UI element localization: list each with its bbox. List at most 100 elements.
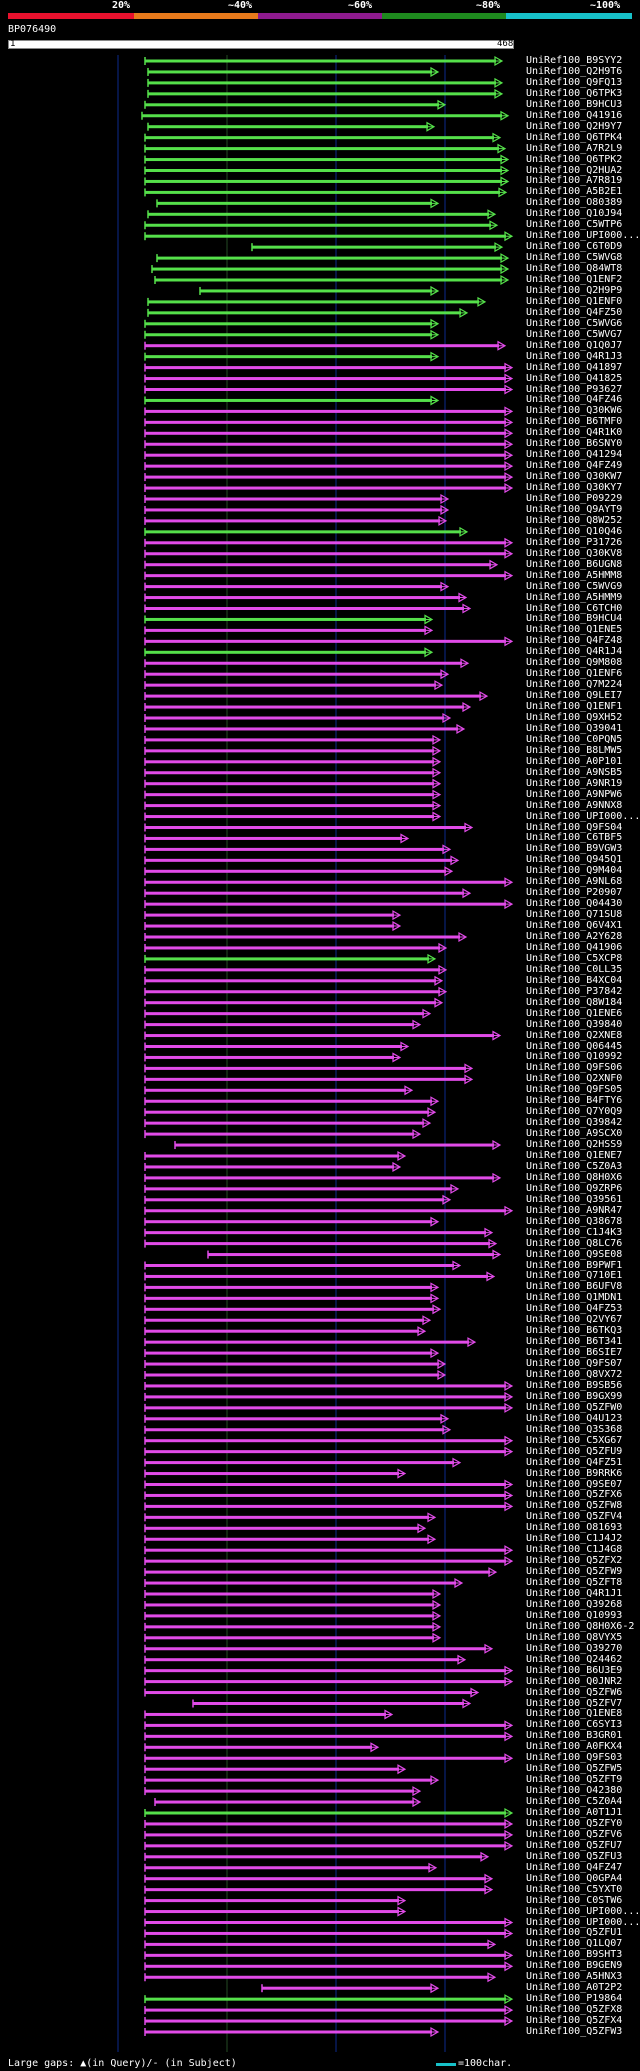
hit-label[interactable]: UniRef100_Q30KW7: [526, 471, 623, 483]
hit-row[interactable]: [144, 1742, 380, 1753]
hit-row[interactable]: [144, 1271, 496, 1282]
hit-row[interactable]: [144, 658, 470, 669]
hit-label[interactable]: UniRef100_Q8VYX5: [526, 1631, 623, 1643]
hit-label[interactable]: UniRef100_B6TMF0: [526, 416, 623, 428]
hit-row[interactable]: [144, 723, 466, 734]
hit-label[interactable]: UniRef100_Q10993: [526, 1609, 623, 1621]
hit-label[interactable]: UniRef100_Q1ENE5: [526, 624, 623, 636]
hit-row[interactable]: [144, 1041, 410, 1052]
hit-label[interactable]: UniRef100_A9NPW6: [526, 788, 623, 800]
hit-row[interactable]: [144, 1402, 514, 1413]
hit-label[interactable]: UniRef100_Q9FS04: [526, 821, 623, 833]
hit-label[interactable]: UniRef100_Q2H9P9: [526, 284, 623, 296]
hit-row[interactable]: [144, 1501, 514, 1512]
hit-row[interactable]: [144, 734, 442, 745]
hit-label[interactable]: UniRef100_Q5ZFU7: [526, 1839, 623, 1851]
hit-row[interactable]: [144, 493, 450, 505]
hit-label[interactable]: UniRef100_Q9FS05: [526, 1084, 623, 1096]
hit-label[interactable]: UniRef100_Q39561: [526, 1193, 623, 1205]
hit-row[interactable]: [144, 636, 514, 647]
hit-label[interactable]: UniRef100_Q1ENE8: [526, 1708, 623, 1720]
hit-label[interactable]: UniRef100_Q71SU8: [526, 909, 623, 921]
hit-row[interactable]: [144, 1873, 494, 1884]
hit-label[interactable]: UniRef100_Q5ZFY0: [526, 1817, 623, 1829]
hit-row[interactable]: [144, 625, 434, 636]
hit-label[interactable]: UniRef100_Q4R1K0: [526, 427, 623, 439]
hit-label[interactable]: UniRef100_Q5ZFT8: [526, 1577, 623, 1589]
hit-label[interactable]: UniRef100_Q41906: [526, 941, 623, 953]
hit-label[interactable]: UniRef100_B6SIE7: [526, 1347, 623, 1359]
hit-row[interactable]: [144, 1621, 442, 1632]
hit-row[interactable]: [144, 406, 514, 417]
hit-row[interactable]: [144, 1194, 452, 1205]
hit-row[interactable]: [144, 1216, 440, 1227]
hit-row[interactable]: [144, 515, 448, 526]
hit-label[interactable]: UniRef100_Q2VY67: [526, 1314, 623, 1326]
hit-label[interactable]: UniRef100_Q5ZFW6: [526, 1686, 623, 1698]
hit-row[interactable]: [144, 592, 468, 603]
hit-label[interactable]: UniRef100_A9SCX0: [526, 1128, 623, 1140]
hit-label[interactable]: UniRef100_Q5ZFX8: [526, 2004, 623, 2016]
hit-row[interactable]: [144, 1085, 414, 1096]
hit-label[interactable]: UniRef100_Q1ENF0: [526, 295, 623, 307]
hit-row[interactable]: [144, 997, 444, 1008]
hit-row[interactable]: [144, 1534, 437, 1545]
hit-label[interactable]: UniRef100_Q39041: [526, 722, 623, 734]
hit-label[interactable]: UniRef100_Q10992: [526, 1051, 623, 1063]
hit-label[interactable]: UniRef100_C5YXT0: [526, 1883, 623, 1895]
hit-row[interactable]: [144, 833, 410, 844]
hit-row[interactable]: [144, 99, 447, 110]
hit-label[interactable]: UniRef100_P31726: [526, 536, 623, 548]
hit-label[interactable]: UniRef100_B3GR01: [526, 1730, 623, 1742]
hit-row[interactable]: [144, 1632, 442, 1643]
hit-row[interactable]: [144, 1731, 514, 1742]
hit-label[interactable]: UniRef100_C0LL35: [526, 963, 623, 975]
hit-label[interactable]: UniRef100_O80389: [526, 197, 623, 209]
hit-label[interactable]: UniRef100_Q2HUA2: [526, 164, 623, 176]
hit-row[interactable]: [144, 1063, 474, 1074]
hit-label[interactable]: UniRef100_Q2XNF0: [526, 1073, 623, 1085]
hit-label[interactable]: UniRef100_Q1ENE6: [526, 1007, 623, 1019]
hit-row[interactable]: [144, 789, 442, 800]
hit-row[interactable]: [144, 1074, 474, 1085]
hit-label[interactable]: UniRef100_Q1ENF2: [526, 274, 623, 285]
hit-label[interactable]: UniRef100_B9PWF1: [526, 1259, 623, 1271]
hit-label[interactable]: UniRef100_Q5ZFU9: [526, 1445, 623, 1457]
hit-label[interactable]: UniRef100_Q1LQ07: [526, 1938, 623, 1950]
hit-row[interactable]: [144, 395, 440, 406]
hit-label[interactable]: UniRef100_Q06445: [526, 1040, 623, 1052]
hit-label[interactable]: UniRef100_Q39270: [526, 1642, 623, 1654]
hit-row[interactable]: [144, 1994, 514, 2005]
hit-row[interactable]: [144, 669, 450, 680]
hit-label[interactable]: UniRef100_Q38678: [526, 1215, 623, 1227]
hit-row[interactable]: [144, 231, 514, 242]
hit-label[interactable]: UniRef100_Q4R1J1: [526, 1588, 623, 1599]
hit-row[interactable]: [144, 1829, 514, 1840]
hit-label[interactable]: UniRef100_A5HNX3: [526, 1971, 623, 1983]
hit-row[interactable]: [144, 1709, 394, 1720]
hit-row[interactable]: [144, 55, 504, 67]
hit-row[interactable]: [144, 1906, 407, 1917]
hit-row[interactable]: [144, 647, 434, 658]
hit-label[interactable]: UniRef100_Q30KY7: [526, 482, 623, 494]
hit-label[interactable]: UniRef100_C1J4J2: [526, 1533, 623, 1545]
hit-label[interactable]: UniRef100_Q84WT8: [526, 263, 623, 275]
hit-label[interactable]: UniRef100_C5Z0A4: [526, 1796, 623, 1808]
hit-label[interactable]: UniRef100_P09229: [526, 493, 623, 504]
hit-label[interactable]: UniRef100_Q30KW6: [526, 405, 623, 417]
hit-label[interactable]: UniRef100_Q4FZ51: [526, 1456, 623, 1468]
hit-label[interactable]: UniRef100_A0P101: [526, 755, 623, 767]
hit-label[interactable]: UniRef100_Q5ZFW0: [526, 1401, 623, 1413]
hit-row[interactable]: [144, 1643, 494, 1654]
hit-label[interactable]: UniRef100_B4FTY6: [526, 1095, 623, 1107]
hit-label[interactable]: UniRef100_C6SYI3: [526, 1719, 623, 1731]
hit-row[interactable]: [174, 1140, 502, 1151]
hit-row[interactable]: [251, 242, 504, 253]
hit-label[interactable]: UniRef100_Q9FS07: [526, 1358, 623, 1370]
hit-row[interactable]: [144, 1052, 402, 1063]
hit-label[interactable]: UniRef100_Q39842: [526, 1117, 623, 1129]
hit-label[interactable]: UniRef100_B9GEN9: [526, 1960, 623, 1972]
hit-row[interactable]: [144, 899, 514, 910]
hit-label[interactable]: UniRef100_Q2HSS9: [526, 1139, 623, 1151]
hit-row[interactable]: [144, 1665, 514, 1676]
